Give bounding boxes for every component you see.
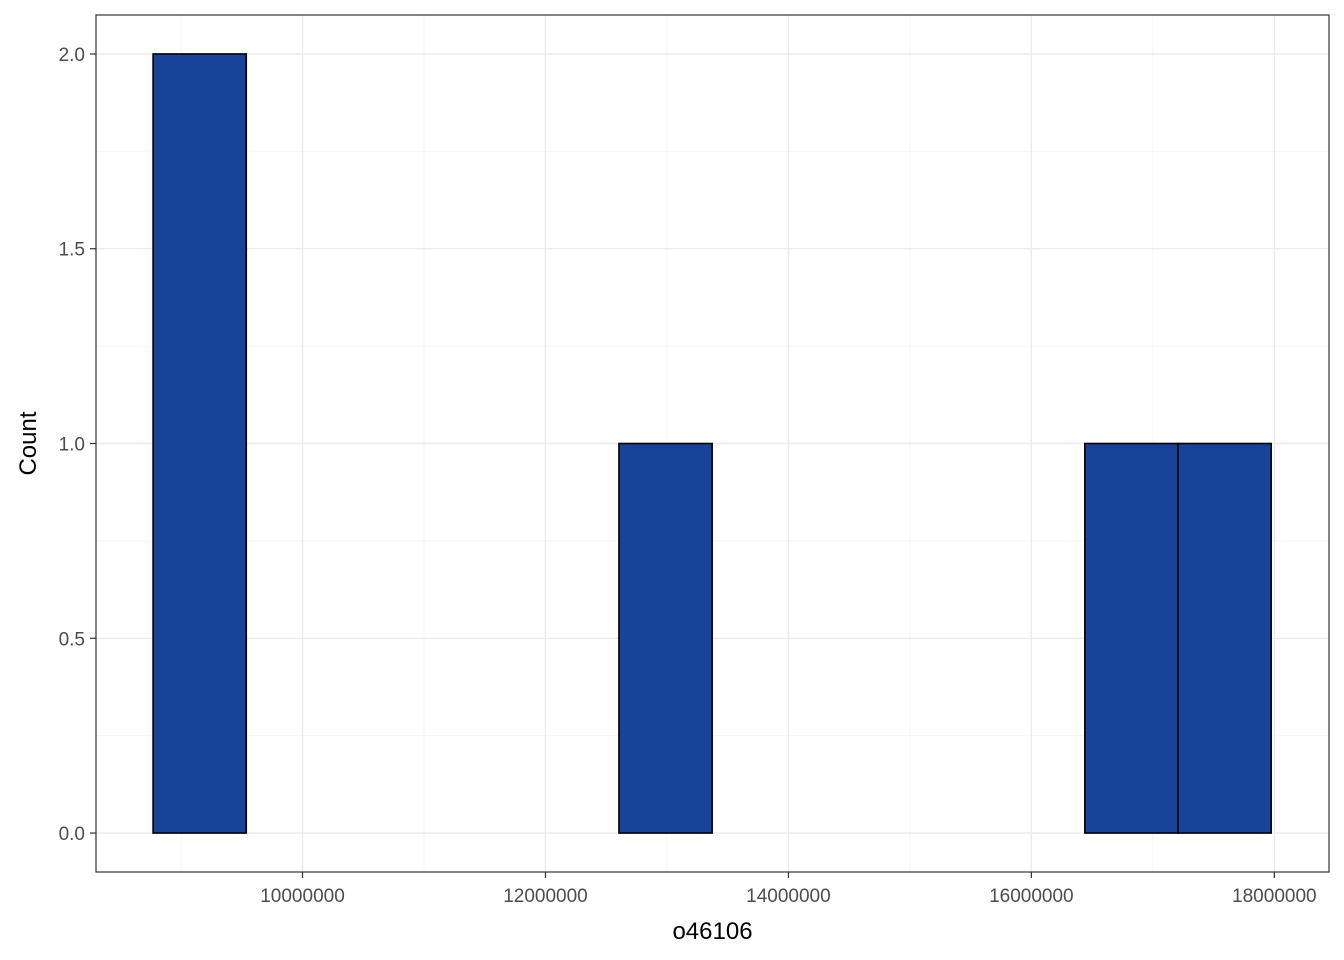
x-tick-label: 16000000 bbox=[989, 886, 1074, 907]
y-tick-label: 1.5 bbox=[59, 240, 85, 261]
y-tick-label: 0.0 bbox=[59, 824, 85, 845]
x-axis: 10000000 12000000 14000000 16000000 18000000 bbox=[260, 872, 1317, 907]
histogram-bar bbox=[1177, 442, 1272, 834]
histogram-bar bbox=[152, 53, 248, 834]
x-tick-label: 10000000 bbox=[260, 886, 345, 907]
y-axis-title: Count bbox=[15, 411, 42, 475]
x-axis-title: o46106 bbox=[672, 918, 752, 945]
histogram-bar bbox=[1084, 442, 1179, 834]
y-tick-label: 2.0 bbox=[59, 45, 85, 66]
histogram-bars bbox=[152, 53, 1272, 834]
y-tick-label: 0.5 bbox=[59, 629, 85, 650]
histogram-bar bbox=[618, 442, 713, 834]
y-axis: 0.0 0.5 1.0 1.5 2.0 bbox=[59, 45, 96, 845]
x-tick-label: 18000000 bbox=[1232, 886, 1317, 907]
x-tick-label: 12000000 bbox=[503, 886, 588, 907]
x-tick-label: 14000000 bbox=[746, 886, 831, 907]
y-tick-label: 1.0 bbox=[59, 435, 85, 456]
